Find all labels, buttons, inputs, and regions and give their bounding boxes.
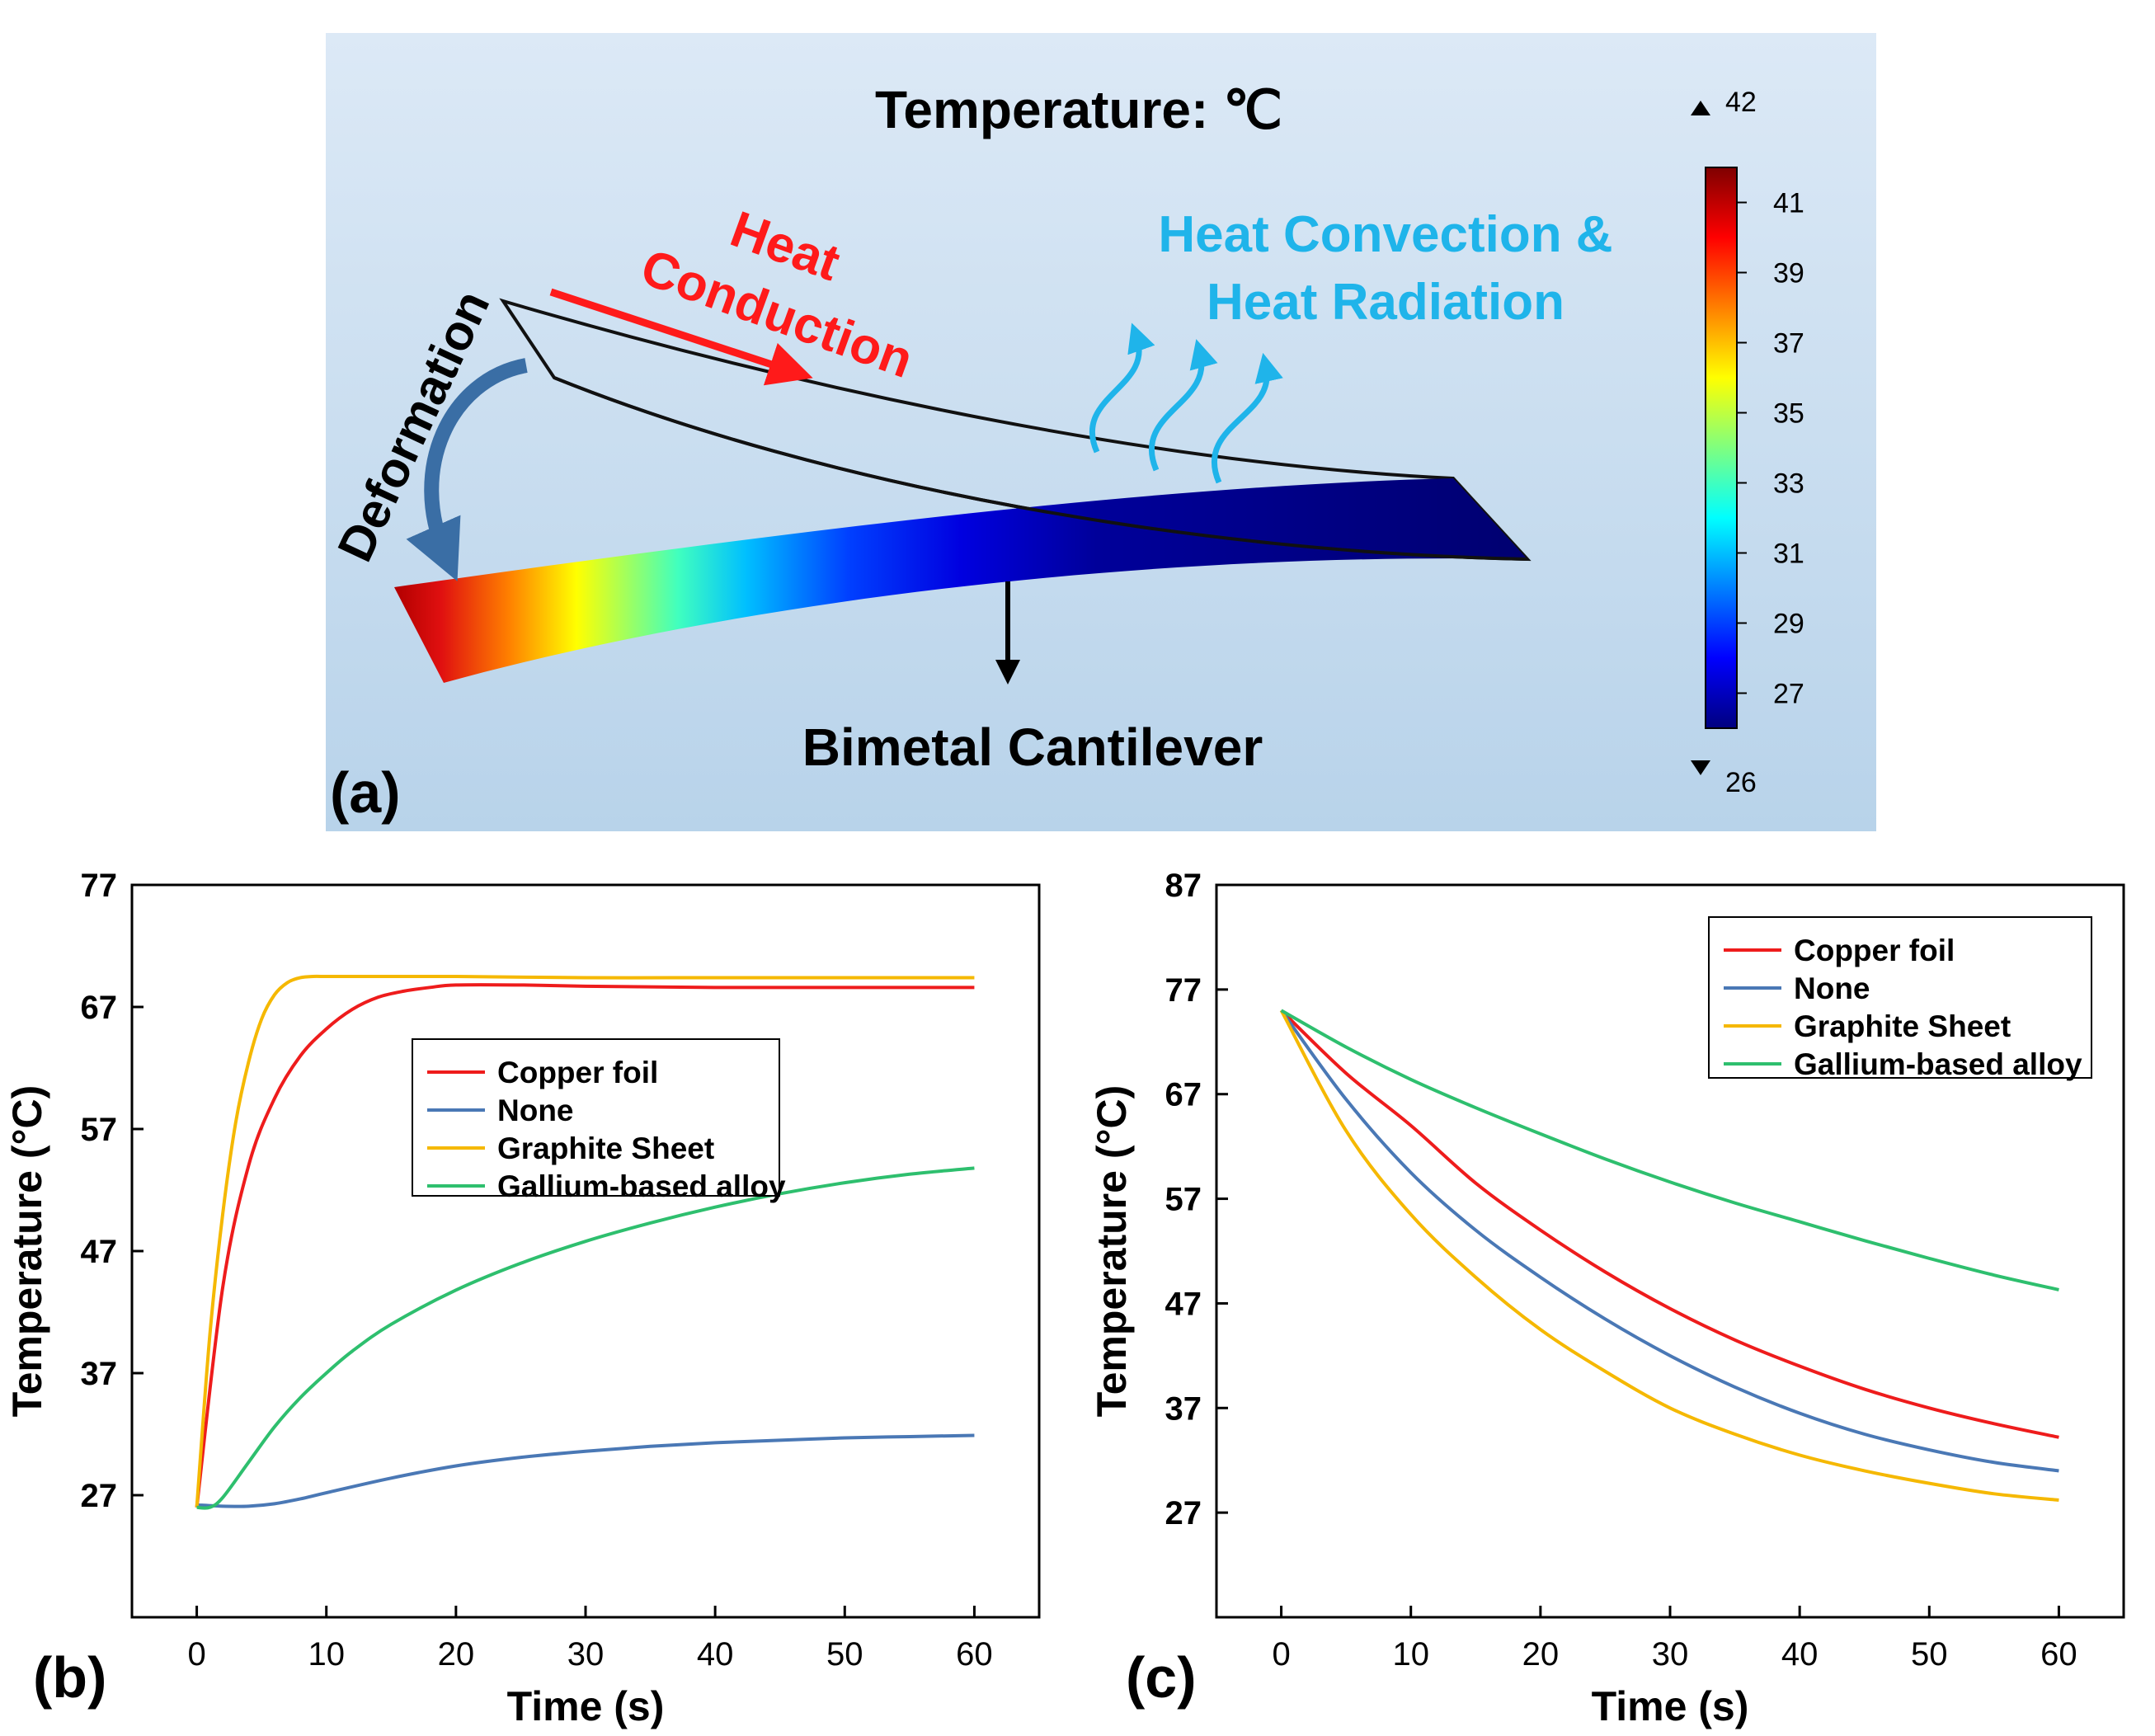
- legend-entry: None: [1794, 972, 1870, 1005]
- legend-entry: Graphite Sheet: [497, 1131, 714, 1165]
- legend-entry: Copper foil: [497, 1056, 658, 1089]
- x-tick-label: 50: [826, 1636, 863, 1672]
- colorbar-tick-label: 31: [1773, 539, 1804, 570]
- y-tick-label: 67: [81, 990, 118, 1026]
- panel-a: Temperature: ℃ 42 26 41 39 37 35 33 31 29 27 He…: [326, 33, 1876, 831]
- y-tick-label: 47: [1165, 1286, 1202, 1322]
- series-line-none: [196, 1433, 975, 1508]
- legend: Copper foil None Graphite Sheet Gallium-bas…: [412, 1038, 786, 1203]
- y-tick-label: 87: [1165, 868, 1202, 904]
- y-axis-label: Temperature (°C): [1089, 1085, 1135, 1417]
- x-tick-label: 0: [1272, 1636, 1290, 1672]
- panel-b-label: (b): [33, 1645, 106, 1710]
- x-axis-label: Time (s): [507, 1683, 665, 1729]
- x-tick-label: 30: [567, 1636, 605, 1672]
- deformation-arrow-icon: [406, 358, 528, 581]
- heat-wave-arrow-1-icon: [1089, 322, 1155, 454]
- x-tick-label: 10: [308, 1636, 345, 1672]
- colorbar: 42 26 41 39 37 35 33 31 29 27: [1691, 87, 1804, 798]
- legend-entry: Graphite Sheet: [1794, 1009, 2011, 1043]
- y-tick-label: 77: [1165, 972, 1202, 1009]
- legend: Copper foil None Graphite Sheet Gallium-bas…: [1708, 916, 2092, 1081]
- colorbar-tick-label: 39: [1773, 258, 1804, 289]
- colorbar-min-label: 26: [1725, 767, 1757, 798]
- x-tick-label: 20: [438, 1636, 475, 1672]
- legend-entry: Copper foil: [1794, 934, 1955, 967]
- y-tick-label: 77: [81, 868, 118, 904]
- x-tick-label: 60: [2040, 1636, 2077, 1672]
- colorbar-tick-label: 37: [1773, 328, 1804, 360]
- chart-c-marks: 0 10 20 30 40 50 60 27 37 47 57 67 77 87 Time (s) Tempe…: [1089, 868, 2077, 1729]
- panel-a-background: [326, 33, 1876, 831]
- series-line-none: [1279, 1009, 2059, 1473]
- x-tick-label: 30: [1652, 1636, 1689, 1672]
- y-tick-label: 37: [1165, 1390, 1202, 1427]
- y-tick-label: 37: [81, 1356, 118, 1392]
- panel-c-chart: 0 10 20 30 40 50 60 27 37 47 57 67 77 87 Time (s) Tempe…: [1089, 868, 2125, 1729]
- x-tick-label: 20: [1522, 1636, 1560, 1672]
- y-tick-label: 47: [81, 1234, 118, 1270]
- series-line-graphite-sheet: [1279, 1009, 2059, 1502]
- legend-entry: Gallium-based alloy: [497, 1169, 786, 1203]
- colorbar-tick-label: 35: [1773, 398, 1804, 430]
- y-tick-label: 27: [1165, 1495, 1202, 1531]
- colorbar-tick-label: 33: [1773, 468, 1804, 500]
- panel-b-chart: 0 10 20 30 40 50 60 27 37 47 57 67 77 Time (s) Tempera…: [4, 868, 1041, 1729]
- colorbar-scale: [1705, 167, 1738, 729]
- colorbar-min-marker-icon: [1691, 760, 1710, 775]
- heat-wave-arrow-2-icon: [1148, 339, 1218, 472]
- y-tick-label: 57: [81, 1112, 118, 1148]
- heat-convection-label-line1: Heat Convection &: [1158, 206, 1612, 263]
- x-axis-label: Time (s): [1592, 1683, 1749, 1729]
- x-tick-label: 40: [1781, 1636, 1819, 1672]
- series-line-gallium-based-alloy: [196, 1166, 975, 1510]
- series-line-copper-foil: [1280, 1009, 2059, 1439]
- y-axis-label: Temperature (°C): [4, 1085, 50, 1417]
- x-tick-label: 40: [697, 1636, 734, 1672]
- panel-a-label: (a): [330, 760, 401, 825]
- legend-box: [412, 1038, 780, 1197]
- legend-entry: None: [497, 1094, 574, 1127]
- heat-convection-label-line2: Heat Radiation: [1207, 274, 1564, 331]
- colorbar-max-marker-icon: [1691, 101, 1710, 115]
- heat-wave-arrow-3-icon: [1211, 352, 1283, 484]
- colorbar-max-label: 42: [1725, 87, 1757, 118]
- series-line-graphite-sheet: [195, 974, 975, 1508]
- undeformed-beam-overlay-edge: [553, 376, 1528, 561]
- series-line-gallium-based-alloy: [1280, 1009, 2059, 1291]
- y-tick-label: 67: [1165, 1077, 1202, 1113]
- x-tick-label: 50: [1911, 1636, 1948, 1672]
- colorbar-tick-label: 27: [1773, 679, 1804, 710]
- legend-entry: Gallium-based alloy: [1794, 1047, 2082, 1081]
- legend-box: [1708, 916, 2092, 1079]
- x-tick-label: 0: [187, 1636, 205, 1672]
- series-line-copper-foil: [195, 983, 975, 1508]
- cantilever-label: Bimetal Cantilever: [802, 717, 1263, 777]
- chart-b-marks: 0 10 20 30 40 50 60 27 37 47 57 67 77 Time (s) Tempera…: [4, 868, 993, 1729]
- y-tick-label: 57: [1165, 1182, 1202, 1218]
- colorbar-ticks: 41 39 37 35 33 31 29 27: [1737, 188, 1804, 710]
- panel-c-label: (c): [1126, 1645, 1197, 1710]
- x-tick-label: 60: [956, 1636, 993, 1672]
- colorbar-tick-label: 41: [1773, 188, 1804, 219]
- panel-a-title: Temperature: ℃: [875, 80, 1282, 139]
- x-tick-label: 10: [1392, 1636, 1429, 1672]
- plot-frame: [130, 883, 1041, 1619]
- y-tick-label: 27: [81, 1478, 118, 1514]
- colorbar-tick-label: 29: [1773, 609, 1804, 640]
- deformed-beam: [394, 478, 1527, 683]
- heat-conduction-arrow-icon: [549, 288, 813, 386]
